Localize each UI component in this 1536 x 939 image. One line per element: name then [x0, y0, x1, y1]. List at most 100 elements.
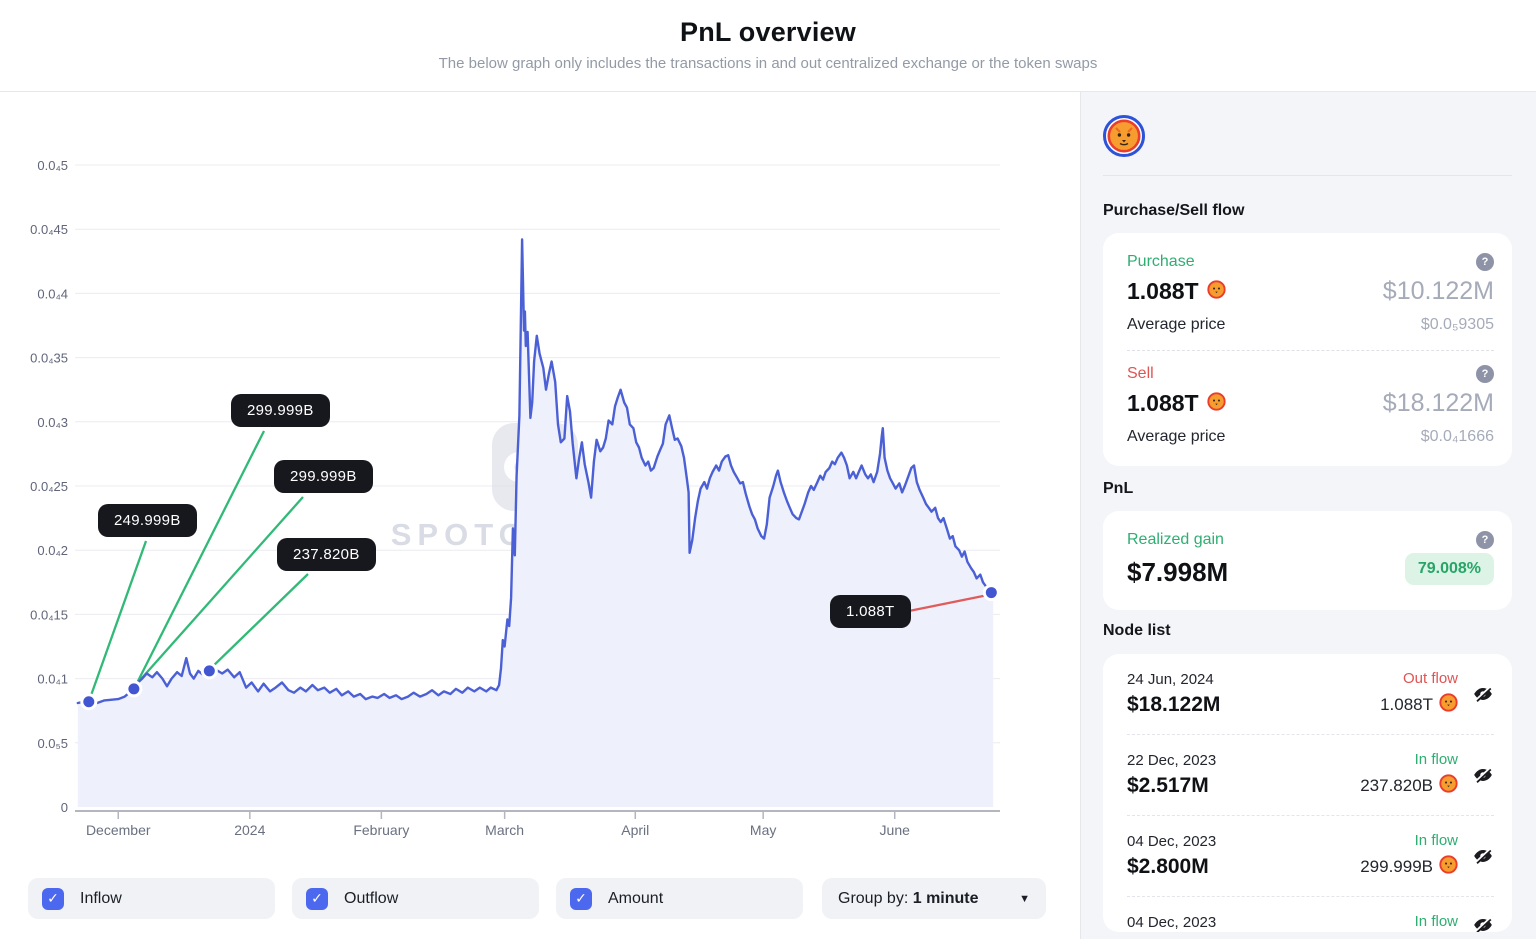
purchase-avg-label: Average price	[1127, 316, 1226, 333]
node-date: 22 Dec, 2023	[1127, 751, 1217, 769]
group-by-dropdown[interactable]: Group by: 1 minute ▼	[822, 878, 1046, 919]
price-line	[76, 238, 995, 705]
transaction-marker-dot	[80, 693, 98, 711]
node-flow-direction: Out flow	[1402, 670, 1458, 687]
x-axis-month-label: 2024	[234, 822, 265, 838]
purchase-avg-value: $0.0₅9305	[1420, 316, 1494, 333]
eye-off-icon[interactable]	[1472, 764, 1494, 786]
help-icon[interactable]: ?	[1476, 365, 1494, 383]
page-title: PnL overview	[680, 17, 856, 47]
node-list-card: 24 Jun, 2024 $18.122M Out flow 1.088T 22…	[1103, 654, 1512, 932]
node-token-amount: 1.088T	[1380, 693, 1458, 717]
node-list-heading: Node list	[1103, 622, 1171, 639]
node-row-left: 24 Jun, 2024 $18.122M	[1127, 671, 1380, 717]
gain-percent-badge: 79.008%	[1404, 552, 1494, 585]
node-row-left: 04 Dec, 2023	[1127, 914, 1415, 933]
help-icon[interactable]: ?	[1476, 253, 1494, 271]
annotation-pointer-line	[140, 496, 304, 680]
annotation-pointer-line	[208, 573, 309, 671]
hide-node-button[interactable]	[1472, 845, 1494, 867]
node-usd-value: $18.122M	[1127, 692, 1221, 716]
x-axis-month-label: May	[750, 822, 776, 838]
node-usd-value: $2.517M	[1127, 773, 1209, 797]
y-axis-tick-label: 0.0₅5	[37, 736, 68, 751]
hide-node-button[interactable]	[1472, 764, 1494, 786]
node-usd-value: $2.800M	[1127, 854, 1209, 878]
transaction-marker-dot	[982, 584, 1000, 602]
y-axis-tick-label: 0	[61, 800, 68, 815]
pnl-section-heading: PnL	[1103, 480, 1134, 497]
node-row-left: 04 Dec, 2023 $2.800M	[1127, 833, 1360, 879]
node-list-row: 22 Dec, 2023 $2.517M In flow 237.820B	[1127, 734, 1494, 815]
purchase-label: Purchase	[1127, 253, 1195, 270]
sell-amount: 1.088T	[1127, 390, 1226, 417]
toggle-label: Amount	[608, 889, 664, 907]
y-axis-tick-label: 0.0₄35	[30, 351, 68, 366]
y-axis-tick-label: 0.0₄3	[37, 415, 68, 430]
annotation-pointer-line	[903, 593, 989, 614]
details-sidebar: Purchase/Sell flow Purchase ? 1.088T $10…	[1080, 92, 1536, 939]
y-axis-tick-label: 0.0₄2	[37, 543, 68, 558]
node-row-right: In flow 237.820B	[1360, 751, 1458, 798]
hide-node-button[interactable]	[1472, 683, 1494, 705]
sell-avg-label: Average price	[1127, 428, 1226, 445]
checkbox-checked-icon[interactable]: ✓	[42, 887, 64, 910]
toggle-amount[interactable]: ✓ Amount	[556, 878, 803, 919]
node-row-right: Out flow 1.088T	[1380, 670, 1458, 717]
checkbox-checked-icon[interactable]: ✓	[306, 887, 328, 910]
toggle-outflow[interactable]: ✓ Outflow	[292, 878, 539, 919]
eye-off-icon[interactable]	[1472, 845, 1494, 867]
shib-face-icon	[1107, 119, 1141, 153]
annotation-pointer-line	[87, 540, 148, 702]
shib-coin-icon	[1439, 855, 1458, 879]
node-row-right: In flow	[1415, 913, 1458, 932]
eye-off-icon[interactable]	[1472, 683, 1494, 705]
toggle-label: Inflow	[80, 889, 122, 907]
node-flow-direction: In flow	[1414, 751, 1458, 768]
price-area-fill	[77, 239, 994, 807]
node-flow-direction: In flow	[1414, 832, 1458, 849]
purchase-sell-card: Purchase ? 1.088T $10.122M Average price…	[1103, 233, 1512, 466]
shib-coin-icon	[1206, 390, 1226, 417]
y-axis-tick-label: 0.0₄4	[37, 286, 68, 301]
group-by-value: 1 minute	[912, 889, 979, 907]
group-by-label: Group by: 1 minute	[838, 889, 979, 907]
sell-label: Sell	[1127, 365, 1154, 382]
shib-coin-icon	[1439, 693, 1458, 717]
transaction-marker-dot	[200, 662, 218, 680]
toggle-inflow[interactable]: ✓ Inflow	[28, 878, 275, 919]
shib-coin-icon	[1439, 774, 1458, 798]
node-list-row: 04 Dec, 2023 $2.800M In flow 299.999B	[1127, 815, 1494, 896]
node-row-right: In flow 299.999B	[1360, 832, 1458, 879]
transaction-marker-dot	[125, 680, 143, 698]
node-list-row: 24 Jun, 2024 $18.122M Out flow 1.088T	[1127, 654, 1494, 734]
eye-off-icon[interactable]	[1472, 914, 1494, 933]
node-flow-direction: In flow	[1414, 913, 1458, 930]
realized-gain-value: $7.998M	[1127, 557, 1229, 587]
purchase-amount: 1.088T	[1127, 278, 1226, 305]
node-token-amount: 237.820B	[1360, 774, 1458, 798]
annotation-pointer-line	[133, 430, 266, 688]
realized-gain-label: Realized gain	[1127, 531, 1224, 548]
node-row-left: 22 Dec, 2023 $2.517M	[1127, 752, 1360, 798]
chart-controls: ✓ Inflow ✓ Outflow ✓ Amount Group by: 1 minut…	[0, 878, 1080, 919]
y-axis-tick-label: 0.0₄15	[30, 607, 68, 622]
node-date: 24 Jun, 2024	[1127, 670, 1214, 688]
hide-node-button[interactable]	[1472, 914, 1494, 933]
node-date: 04 Dec, 2023	[1127, 832, 1217, 850]
flow-section-heading: Purchase/Sell flow	[1103, 202, 1245, 219]
y-axis-tick-label: 0.0₄25	[30, 479, 68, 494]
pnl-chart-area: 0 0.0₅5 0.0₄1 0.0₄15 0.0₄2 0.0₄25 0.0₄3 0.0₄35 0…	[0, 92, 1080, 939]
shib-coin-icon	[1206, 278, 1226, 305]
help-icon[interactable]: ?	[1476, 531, 1494, 549]
x-axis-month-label: March	[485, 822, 524, 838]
sidebar-divider	[1103, 175, 1512, 176]
purchase-usd: $10.122M	[1382, 277, 1494, 305]
x-axis-month-label: June	[880, 822, 911, 838]
y-axis-tick-label: 0.0₄1	[37, 672, 68, 687]
checkbox-checked-icon[interactable]: ✓	[570, 887, 592, 910]
x-axis-month-label: December	[86, 822, 151, 838]
card-dashed-divider	[1127, 350, 1494, 351]
x-axis-month-label: April	[621, 822, 649, 838]
